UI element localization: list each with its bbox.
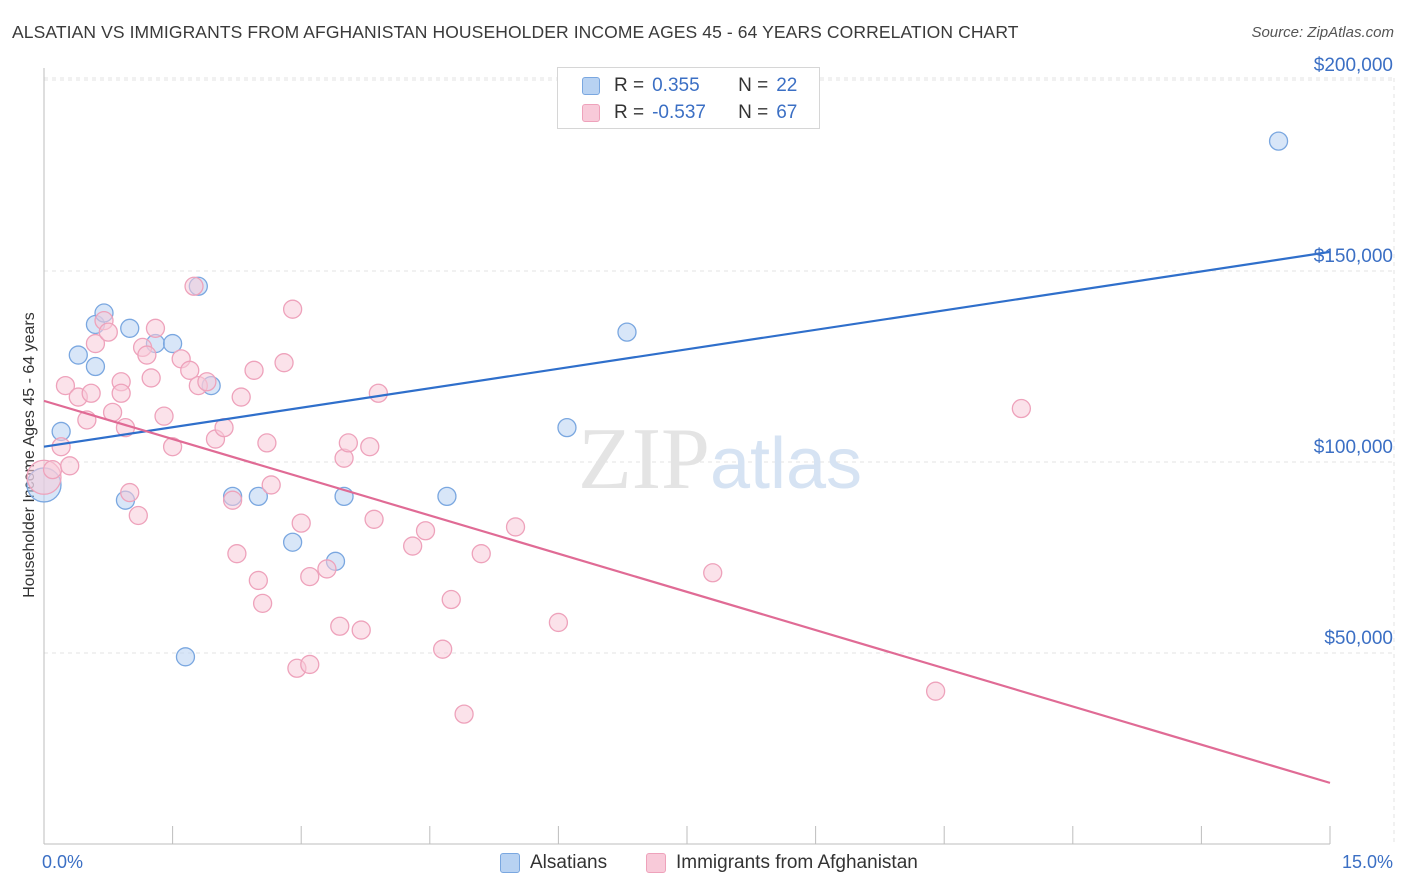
legend-r-label: R = — [614, 75, 645, 96]
point-series1-59 — [548, 612, 569, 633]
legend-swatch-alsatians — [582, 77, 600, 95]
legend-row-afghanistan: R = -0.537 N = 67 — [582, 100, 797, 126]
point-series1-40 — [291, 513, 311, 533]
series-swatch-alsatians — [500, 853, 520, 873]
series-legend-afghanistan: Immigrants from Afghanistan — [646, 852, 918, 874]
point-series0-3 — [85, 356, 106, 377]
point-series1-53 — [415, 521, 436, 541]
data-points — [26, 131, 1289, 724]
legend-n-label: N = — [738, 75, 769, 96]
point-series1-33 — [244, 360, 264, 380]
point-series1-25 — [184, 276, 204, 296]
series-swatch-afghanistan — [646, 853, 666, 873]
point-series0-13 — [248, 486, 268, 507]
point-series1-52 — [403, 536, 423, 556]
legend-r-value: -0.537 — [652, 102, 706, 123]
point-series1-60 — [703, 563, 723, 583]
point-series0-18 — [175, 647, 196, 667]
y-tick-label-2: $150,000 — [1314, 246, 1393, 267]
chart-source: Source: ZipAtlas.com — [1251, 24, 1394, 41]
point-series1-58 — [505, 517, 526, 537]
watermark: ZIPatlas — [578, 411, 862, 508]
axes — [43, 68, 1331, 845]
point-series1-30 — [222, 490, 243, 510]
point-series1-62 — [1011, 398, 1032, 419]
legend-r-label: R = — [614, 102, 645, 123]
point-series1-22 — [162, 437, 183, 457]
point-series1-3 — [55, 375, 76, 396]
trend-line-series0 — [43, 250, 1331, 448]
point-series0-14 — [282, 532, 303, 552]
point-series1-16 — [128, 505, 148, 526]
point-series1-2 — [51, 437, 71, 457]
point-series1-39 — [282, 299, 303, 319]
point-series0-6 — [120, 318, 140, 338]
point-series0-2 — [68, 345, 88, 365]
point-series1-49 — [360, 437, 380, 457]
point-series1-47 — [338, 433, 359, 453]
point-series0-21 — [1268, 131, 1289, 151]
legend-n-value: 22 — [776, 75, 798, 96]
point-series1-44 — [317, 559, 337, 579]
point-series1-32 — [231, 387, 251, 407]
point-series1-15 — [120, 482, 140, 503]
point-series1-54 — [433, 639, 453, 659]
point-series1-51 — [368, 383, 389, 403]
point-series1-27 — [197, 372, 217, 392]
point-series1-24 — [180, 360, 200, 380]
y-tick-label-1: $100,000 — [1314, 437, 1393, 458]
point-series1-21 — [154, 406, 174, 426]
point-series0-17 — [437, 486, 457, 507]
point-series1-43 — [300, 566, 320, 587]
point-series1-55 — [441, 589, 461, 610]
legend-n-value: 67 — [776, 102, 798, 123]
point-series1-1 — [42, 459, 63, 480]
point-series1-48 — [351, 620, 371, 640]
point-series1-36 — [257, 433, 277, 453]
y-tick-labels: $50,000 $100,000 $150,000 $200,000 — [1314, 55, 1393, 649]
point-series1-19 — [141, 368, 161, 388]
point-series1-4 — [60, 456, 80, 476]
y-tick-label-3: $200,000 — [1314, 55, 1393, 76]
point-series1-56 — [454, 704, 474, 724]
point-series1-20 — [145, 318, 166, 338]
trend-line-series1 — [43, 399, 1331, 784]
series-label-alsatians: Alsatians — [530, 852, 608, 873]
legend-r-value: 0.355 — [652, 75, 700, 96]
point-series0-19 — [557, 417, 577, 438]
legend-row-alsatians: R = 0.355 N = 22 — [582, 73, 797, 99]
point-series1-7 — [81, 383, 101, 403]
point-series1-10 — [98, 322, 118, 342]
correlation-legend: R = 0.355 N = 22 R = -0.537 N = 67 — [557, 67, 820, 129]
y-tick-label-0: $50,000 — [1324, 628, 1393, 649]
point-series1-14 — [111, 383, 131, 403]
series-label-afghanistan: Immigrants from Afghanistan — [676, 852, 918, 873]
watermark-zip: ZIP — [578, 411, 710, 508]
point-series1-42 — [300, 654, 320, 675]
point-series1-38 — [274, 353, 294, 373]
chart-title: ALSATIAN VS IMMIGRANTS FROM AFGHANISTAN … — [12, 22, 1019, 42]
point-series1-34 — [248, 570, 268, 591]
watermark-atlas: atlas — [710, 424, 862, 504]
legend-n-label: N = — [738, 102, 769, 123]
point-series1-57 — [471, 544, 491, 564]
legend-swatch-afghanistan — [582, 104, 600, 122]
point-series0-8 — [162, 333, 183, 354]
point-series1-50 — [364, 509, 384, 529]
point-series1-61 — [925, 681, 946, 701]
x-tick-label-min: 0.0% — [42, 852, 84, 872]
point-series0-20 — [617, 322, 637, 342]
trend-lines — [43, 250, 1331, 784]
series-legend: Alsatians Immigrants from Afghanistan — [0, 852, 1406, 876]
point-series1-18 — [137, 345, 157, 365]
point-series1-37 — [261, 475, 281, 495]
point-series1-8 — [85, 333, 106, 354]
point-series1-35 — [252, 593, 273, 613]
point-series1-45 — [330, 616, 350, 636]
x-tick-label-max: 15.0% — [1341, 852, 1393, 872]
series-legend-alsatians: Alsatians — [500, 852, 607, 874]
point-series1-31 — [227, 544, 247, 564]
